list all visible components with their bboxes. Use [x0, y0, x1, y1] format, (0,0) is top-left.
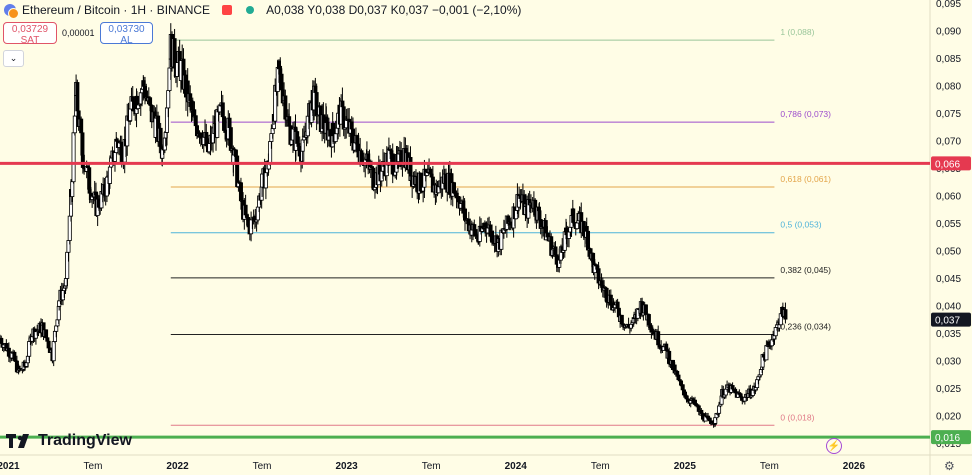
- fib-level-label: 1 (0,088): [780, 27, 814, 37]
- chevron-down-icon[interactable]: ⌄: [3, 50, 24, 67]
- candle-body: [243, 204, 248, 216]
- y-tick-label: 0,015: [936, 439, 961, 450]
- x-tick-label: 2021: [0, 461, 20, 472]
- sell-button[interactable]: 0,03729 SAT: [3, 22, 57, 46]
- y-tick-label: 0,045: [936, 274, 961, 285]
- x-tick-label: Tem: [760, 461, 779, 472]
- y-tick-label: 0,055: [936, 219, 961, 230]
- fib-level-label: 0,786 (0,073): [780, 109, 831, 119]
- candle-body: [148, 97, 153, 105]
- sell-price: 0,03729: [11, 24, 49, 35]
- fib-level-label: 0,618 (0,061): [780, 174, 831, 184]
- x-tick-label: Tem: [422, 461, 441, 472]
- y-tick-label: 0,020: [936, 411, 961, 422]
- support-price-label: 0,016: [935, 433, 960, 444]
- ohlc-readout: A0,038 Y0,038 D0,037 K0,037 −0,001 (−2,1…: [266, 3, 522, 17]
- lightning-icon[interactable]: ⚡: [826, 438, 842, 454]
- x-tick-label: 2024: [505, 461, 528, 472]
- x-tick-label: Tem: [84, 461, 103, 472]
- candle-body: [333, 133, 338, 142]
- y-tick-label: 0,090: [936, 26, 961, 37]
- chart-header: Ethereum / Bitcoin · 1H · BINANCE A0,038…: [4, 2, 522, 19]
- candle-body: [675, 370, 680, 376]
- x-tick-label: 2025: [674, 461, 697, 472]
- fib-level-label: 0,236 (0,034): [780, 322, 831, 332]
- fib-level-label: 0 (0,018): [780, 412, 814, 422]
- candle-body: [764, 345, 769, 361]
- candle-body: [166, 90, 171, 109]
- candle-body: [490, 230, 495, 243]
- eth-btc-coin-icon: [4, 4, 19, 19]
- y-tick-label: 0,080: [936, 81, 961, 92]
- fib-level-label: 0,382 (0,045): [780, 265, 831, 275]
- x-tick-label: 2022: [166, 461, 189, 472]
- current-price-tag: [931, 312, 971, 327]
- y-tick-label: 0,050: [936, 246, 961, 257]
- candle-body: [783, 309, 788, 320]
- y-tick-label: 0,040: [936, 301, 961, 312]
- sell-label: SAT: [20, 35, 40, 46]
- resistance-price-tag: [931, 156, 971, 171]
- gear-icon[interactable]: ⚙: [944, 459, 955, 473]
- fib-level-label: 0,5 (0,053): [780, 220, 821, 230]
- candle-body: [680, 384, 685, 391]
- candle-body: [107, 166, 112, 184]
- close-icon[interactable]: [222, 5, 233, 15]
- candle-body: [51, 341, 56, 362]
- buy-label: AL: [120, 35, 133, 46]
- buy-price: 0,03730: [108, 24, 145, 35]
- candle-body: [575, 222, 580, 230]
- spread-value: 0,00001: [62, 28, 95, 38]
- resistance-price-label: 0,066: [935, 159, 960, 170]
- y-tick-label: 0,025: [936, 384, 961, 395]
- y-tick-label: 0,035: [936, 329, 961, 340]
- candle-body: [71, 132, 76, 183]
- y-tick-label: 0,085: [936, 54, 961, 65]
- market-status-icon[interactable]: [246, 6, 255, 14]
- candles: [0, 23, 788, 428]
- tradingview-logo-icon: [6, 434, 29, 448]
- candle-body: [44, 329, 49, 339]
- candle-body: [80, 132, 85, 156]
- x-tick-label: Tem: [253, 461, 272, 472]
- y-tick-label: 0,030: [936, 356, 961, 367]
- tradingview-logo[interactable]: TradingView: [6, 432, 132, 450]
- current-price-label: 0,037: [935, 316, 960, 327]
- x-tick-label: 2026: [843, 461, 866, 472]
- candle-body: [664, 343, 669, 351]
- y-tick-label: 0,060: [936, 191, 961, 202]
- buy-button[interactable]: 0,03730 AL: [100, 22, 153, 46]
- x-tick-label: Tem: [591, 461, 610, 472]
- y-tick-label: 0,070: [936, 136, 961, 147]
- candle-body: [72, 115, 77, 134]
- candle-body: [112, 152, 117, 162]
- symbol-title[interactable]: Ethereum / Bitcoin · 1H · BINANCE: [22, 3, 211, 17]
- brand-name: TradingView: [38, 432, 132, 449]
- candle-body: [70, 181, 75, 198]
- support-price-tag: [931, 430, 971, 445]
- x-tick-label: 2023: [336, 461, 359, 472]
- y-tick-label: 0,075: [936, 109, 961, 120]
- candle-body: [591, 252, 596, 263]
- candle-body: [553, 246, 558, 256]
- candle-body: [283, 95, 288, 120]
- y-tick-label: 0,095: [936, 0, 961, 10]
